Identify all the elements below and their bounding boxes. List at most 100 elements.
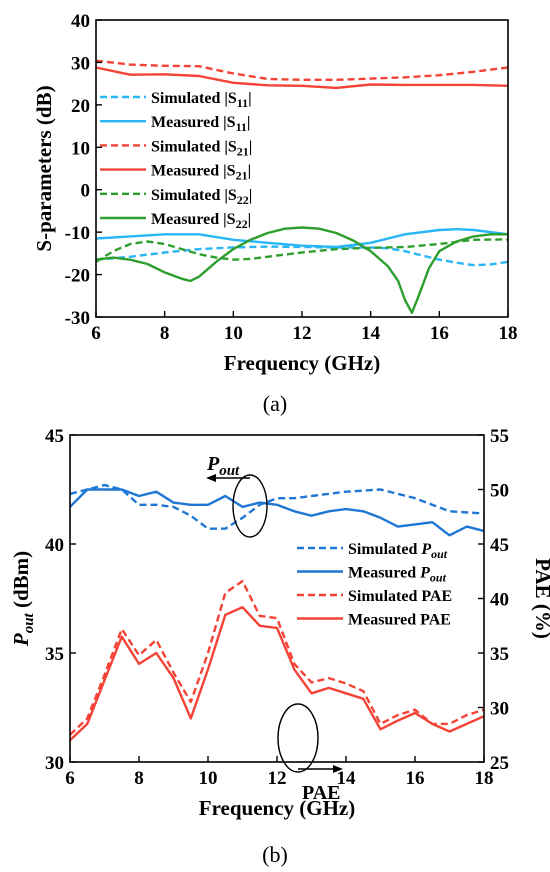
legend-entry-3: Measured |S21|: [151, 163, 251, 183]
y2-tick-label: 40: [490, 590, 509, 611]
legend-subscript: 11: [237, 96, 248, 110]
legend-subscript: 22: [236, 217, 248, 231]
x-axis-title: Frequency (GHz): [199, 796, 356, 820]
x-tick-label: 8: [134, 768, 144, 789]
legend-entry-0: Simulated |S11|: [151, 90, 252, 110]
x-axis-title: Frequency (GHz): [224, 351, 381, 375]
x-tick-label: 14: [361, 323, 381, 344]
panel-label-b: (b): [262, 842, 288, 867]
legend-entry-5: Measured |S22|: [151, 211, 251, 231]
y2-tick-label: 45: [490, 535, 509, 556]
legend-subscript: 21: [236, 169, 248, 183]
y-tick-label: 10: [71, 138, 90, 159]
legend-entry-2: Simulated |S21|: [151, 138, 252, 158]
y-tick-label: -30: [65, 308, 90, 329]
legend-subscript: 22: [237, 193, 249, 207]
panel-b: 6 8 10 12 14 16 18 30 35 40 45 25 30 35 40 45 50 55 Freque…: [9, 426, 550, 867]
legend: Simulated |S11|Measured |S11|Simulated |…: [100, 90, 252, 231]
legend-subscript: out: [430, 571, 447, 585]
legend-bar: |: [249, 138, 253, 155]
x-tick-label: 12: [293, 323, 312, 344]
legend-bar: |: [248, 211, 252, 228]
legend-label: Measured: [348, 565, 420, 582]
pae-callout-ellipse: [277, 703, 319, 773]
legend-subscript: 11: [236, 120, 247, 134]
legend-entry-4: Simulated |S22|: [151, 187, 252, 207]
pout-arrow-head: [206, 474, 216, 482]
x-tick-label: 10: [224, 323, 243, 344]
y2-tick-label: 30: [490, 699, 509, 720]
x-tick-label: 6: [65, 768, 75, 789]
legend-label: Simulated |S: [151, 187, 237, 204]
legend-subscript: 21: [237, 144, 249, 158]
legend-label: Simulated |S: [151, 138, 237, 155]
pae-annotation-label: PAE: [302, 782, 341, 804]
x-tick-label: 16: [430, 323, 449, 344]
series-line-3: [95, 66, 509, 90]
series-line-5: [95, 226, 508, 314]
y-tick-label: 40: [45, 535, 64, 556]
series-line-4: [95, 238, 509, 263]
pout-callout-ellipse: [232, 474, 268, 538]
legend-bar: |: [249, 187, 253, 204]
y-axis-title-sub: out: [21, 612, 37, 633]
x-tick-label: 12: [268, 768, 287, 789]
y2-tick-label: 35: [490, 644, 509, 665]
x-tick-label: 18: [499, 323, 518, 344]
legend-entry-1: Measured Pout: [348, 565, 447, 585]
y-tick-label: 45: [45, 426, 64, 447]
pout-annotation-base: P: [206, 453, 220, 475]
x-tick-label: 8: [160, 323, 170, 344]
y-tick-label: -20: [65, 266, 90, 287]
y2-tick-label: 25: [490, 753, 509, 774]
panel-a: 6 8 10 12 14 16 18 -30 -20 -10 0 10 20 30 40 Frequency …: [32, 11, 518, 416]
legend-label: Measured PAE: [348, 612, 451, 629]
y-tick-label: -10: [65, 223, 90, 244]
legend-subscript: out: [431, 547, 448, 561]
x-tick-label: 6: [91, 323, 101, 344]
y-axis-title: Pout (dBm): [9, 551, 37, 647]
y-tick-label: 30: [45, 753, 64, 774]
x-tick-label: 10: [199, 768, 218, 789]
legend-bar: |: [248, 90, 252, 107]
y-axis-title: S-parameters (dB): [32, 85, 56, 251]
legend-entry-2: Simulated PAE: [348, 588, 452, 605]
y-tick-label: 20: [71, 96, 90, 117]
legend-label-italic: P: [419, 565, 430, 582]
legend-bar: |: [247, 114, 251, 131]
y-tick-label: 30: [71, 53, 90, 74]
legend-label: Simulated: [348, 541, 421, 558]
x-tick-label: 18: [475, 768, 494, 789]
series-line-0: [95, 245, 509, 267]
pae-arrow-head: [333, 765, 343, 773]
legend-entry-1: Measured |S11|: [151, 114, 250, 134]
y-axis-title-base: P: [9, 633, 33, 647]
y-tick-label: 0: [81, 181, 91, 202]
legend-label-italic: P: [420, 541, 431, 558]
legend-label: Measured |S: [151, 211, 236, 228]
series-line-1: [69, 488, 485, 537]
series-line-2: [69, 579, 485, 736]
legend-entry-3: Measured PAE: [348, 612, 451, 629]
pout-annotation-label: Pout: [206, 453, 240, 479]
pout-annotation-sub: out: [219, 463, 240, 479]
y-tick-label: 40: [71, 11, 90, 32]
series-line-1: [95, 228, 509, 249]
y-tick-label: 35: [45, 644, 64, 665]
y-axis-title-unit: (dBm): [9, 551, 33, 613]
y2-tick-label: 50: [490, 481, 509, 502]
legend-label: Simulated |S: [151, 90, 237, 107]
y2-tick-label: 55: [490, 426, 509, 447]
legend-entry-0: Simulated Pout: [348, 541, 448, 561]
legend-bar: |: [248, 163, 252, 180]
x-tick-label: 14: [337, 768, 357, 789]
y2-axis-title: PAE (%): [531, 558, 550, 639]
series-line-2: [95, 59, 509, 81]
legend-label: Simulated PAE: [348, 588, 452, 605]
series-line-0: [69, 483, 485, 530]
legend-label: Measured |S: [151, 163, 236, 180]
panel-label-a: (a): [263, 391, 287, 416]
x-tick-label: 16: [406, 768, 425, 789]
